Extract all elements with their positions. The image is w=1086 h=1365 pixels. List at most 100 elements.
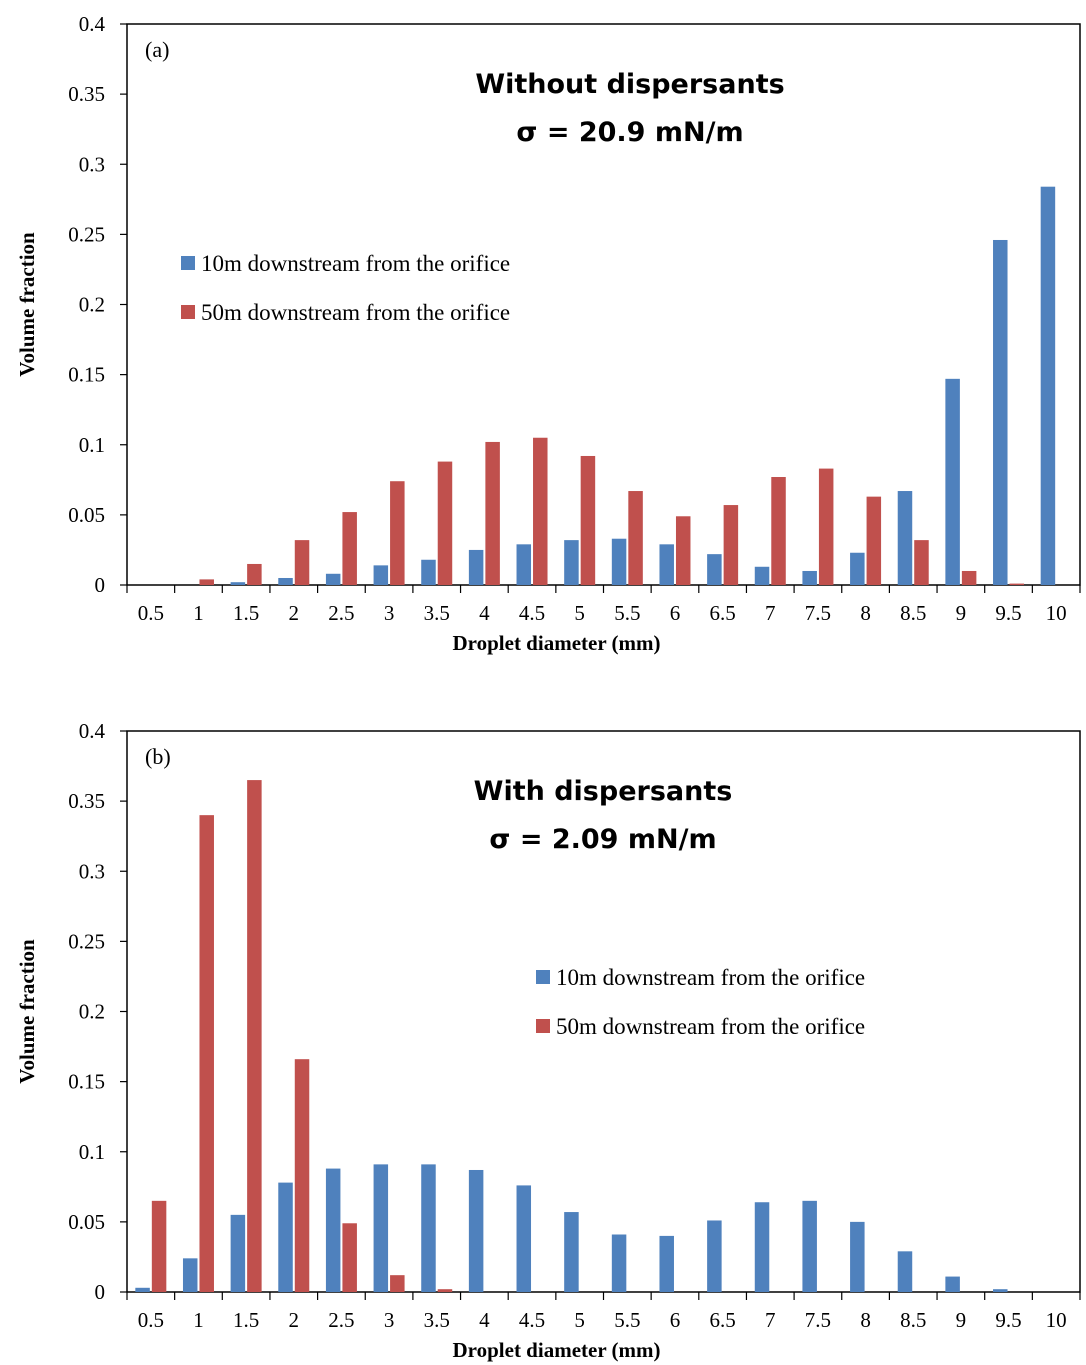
bar-50m (914, 540, 929, 585)
bar-10m (516, 1185, 532, 1292)
bar-10m (230, 1214, 246, 1292)
x-tick-label: 8 (860, 601, 871, 625)
bar-10m (564, 540, 579, 585)
panel-label: (a) (145, 37, 169, 62)
y-tick-label: 0.1 (79, 433, 105, 457)
bar-10m (564, 1212, 579, 1292)
bar-10m (278, 1182, 293, 1292)
x-tick-label: 6.5 (710, 1308, 736, 1332)
bar-50m (628, 491, 643, 585)
legend-label-50m: 50m downstream from the orifice (556, 1014, 865, 1039)
bar-50m (866, 496, 882, 585)
x-tick-label: 10 (1046, 601, 1067, 625)
legend-swatch-10m (181, 256, 195, 270)
bar-10m (468, 1169, 484, 1292)
y-tick-label: 0.25 (68, 929, 105, 953)
bar-10m (659, 1235, 674, 1292)
bar-50m (961, 570, 977, 585)
bar-50m (1009, 583, 1025, 585)
x-tick-label: 2 (289, 601, 300, 625)
bar-10m (850, 1221, 865, 1292)
bar-10m (325, 1168, 341, 1292)
bar-50m (818, 468, 834, 585)
bar-10m (516, 544, 532, 585)
bar-50m (342, 512, 357, 585)
x-tick-label: 5 (574, 601, 585, 625)
chart-subtitle: σ = 20.9 mN/m (516, 117, 743, 148)
x-tick-label: 4 (479, 601, 490, 625)
legend-swatch-50m (536, 1019, 550, 1033)
y-tick-label: 0 (95, 573, 106, 597)
panel-label: (b) (145, 744, 171, 769)
bar-10m (611, 538, 627, 585)
y-tick-label: 0 (95, 1280, 106, 1304)
y-tick-label: 0.15 (68, 1070, 105, 1094)
x-tick-label: 9.5 (995, 601, 1021, 625)
bar-50m (247, 563, 262, 585)
x-axis-title: Droplet diameter (mm) (453, 1338, 661, 1362)
bar-50m (199, 579, 214, 585)
x-tick-label: 6.5 (710, 601, 736, 625)
bar-10m (802, 1200, 817, 1292)
x-tick-label: 1.5 (233, 1308, 259, 1332)
bar-10m (421, 1164, 436, 1292)
x-tick-label: 3 (384, 601, 395, 625)
x-tick-label: 2.5 (328, 601, 354, 625)
chart-subtitle: σ = 2.09 mN/m (489, 824, 716, 855)
x-tick-label: 3 (384, 1308, 395, 1332)
x-tick-label: 7 (765, 601, 776, 625)
bar-10m (707, 554, 722, 585)
bar-10m (1040, 186, 1056, 585)
x-tick-label: 7.5 (805, 601, 831, 625)
x-tick-label: 0.5 (138, 601, 164, 625)
y-tick-label: 0.4 (79, 12, 106, 36)
y-axis-title: Volume fraction (15, 939, 39, 1084)
x-tick-label: 3.5 (424, 601, 450, 625)
bar-10m (468, 549, 484, 585)
bar-10m (897, 1251, 913, 1292)
bar-10m (754, 1202, 770, 1292)
bar-10m (945, 1276, 960, 1292)
bar-10m (993, 239, 1008, 586)
bar-10m (230, 582, 246, 585)
chart-panel-b: 0 0.05 0.1 0.15 0.2 0.25 0.3 0.35 0.4 0.5 1 1.5 2 2.5… (15, 719, 1081, 1362)
y-tick-label: 0.25 (68, 222, 105, 246)
bar-50m (437, 1289, 453, 1292)
bar-50m (485, 441, 500, 585)
bar-50m (247, 780, 262, 1292)
bar-50m (342, 1223, 357, 1292)
x-tick-label: 1.5 (233, 601, 259, 625)
x-tick-label: 10 (1046, 1308, 1067, 1332)
legend-swatch-10m (536, 970, 550, 984)
legend-label-10m: 10m downstream from the orifice (201, 251, 510, 276)
x-tick-label: 2.5 (328, 1308, 354, 1332)
bar-50m (675, 516, 691, 585)
x-tick-label: 4.5 (519, 601, 545, 625)
bar-10m (850, 552, 865, 585)
bar-50m (437, 461, 453, 585)
bar-10m (659, 544, 674, 585)
x-tick-label: 4 (479, 1308, 490, 1332)
chart-panel-a: 0 0.05 0.1 0.15 0.2 0.25 0.3 0.35 0.4 0.5 1 1.5 2 2.5… (15, 12, 1081, 655)
x-tick-label: 6 (670, 1308, 681, 1332)
x-tick-label: 3.5 (424, 1308, 450, 1332)
x-tick-label: 4.5 (519, 1308, 545, 1332)
x-tick-label: 1 (193, 601, 204, 625)
bar-10m (993, 1289, 1008, 1292)
bar-50m (390, 481, 405, 585)
bar-10m (278, 577, 293, 585)
x-tick-label: 7 (765, 1308, 776, 1332)
bar-50m (771, 477, 786, 585)
x-tick-label: 5.5 (614, 601, 640, 625)
x-tick-label: 8 (860, 1308, 871, 1332)
x-tick-label: 1 (193, 1308, 204, 1332)
bar-10m (802, 570, 817, 585)
x-tick-label: 9.5 (995, 1308, 1021, 1332)
x-tick-label: 9 (956, 601, 967, 625)
x-tick-label: 5.5 (614, 1308, 640, 1332)
y-tick-label: 0.05 (68, 1210, 105, 1234)
bar-10m (945, 378, 960, 585)
y-tick-label: 0.3 (79, 859, 105, 883)
y-tick-label: 0.3 (79, 152, 105, 176)
bar-10m (325, 573, 341, 585)
